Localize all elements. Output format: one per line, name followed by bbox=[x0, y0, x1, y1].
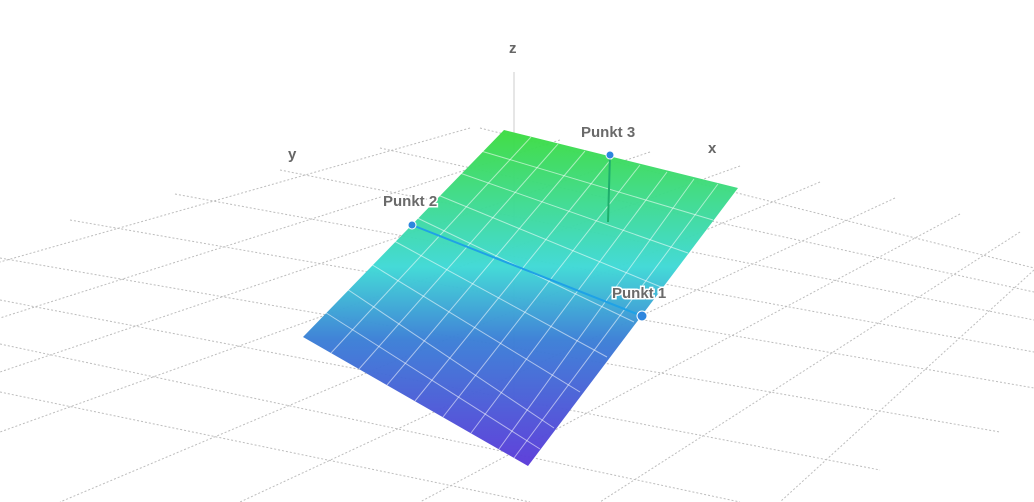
y-axis-label: y bbox=[288, 146, 297, 163]
plane-surface bbox=[303, 130, 738, 466]
point-label-punkt-3: Punkt 3 bbox=[581, 124, 635, 141]
point-label-punkt-1: Punkt 1 bbox=[612, 285, 666, 302]
point-handle-punkt-3[interactable] bbox=[605, 150, 615, 160]
x-axis-label: x bbox=[708, 140, 717, 157]
punkt3-stem bbox=[607, 154, 611, 223]
point-handle-punkt-2[interactable] bbox=[407, 220, 417, 230]
point-handle-punkt-1[interactable] bbox=[636, 310, 648, 322]
segment-punkt2-punkt1 bbox=[411, 224, 643, 317]
point-label-punkt-2: Punkt 2 bbox=[383, 193, 437, 210]
z-axis-label: z bbox=[509, 40, 517, 57]
